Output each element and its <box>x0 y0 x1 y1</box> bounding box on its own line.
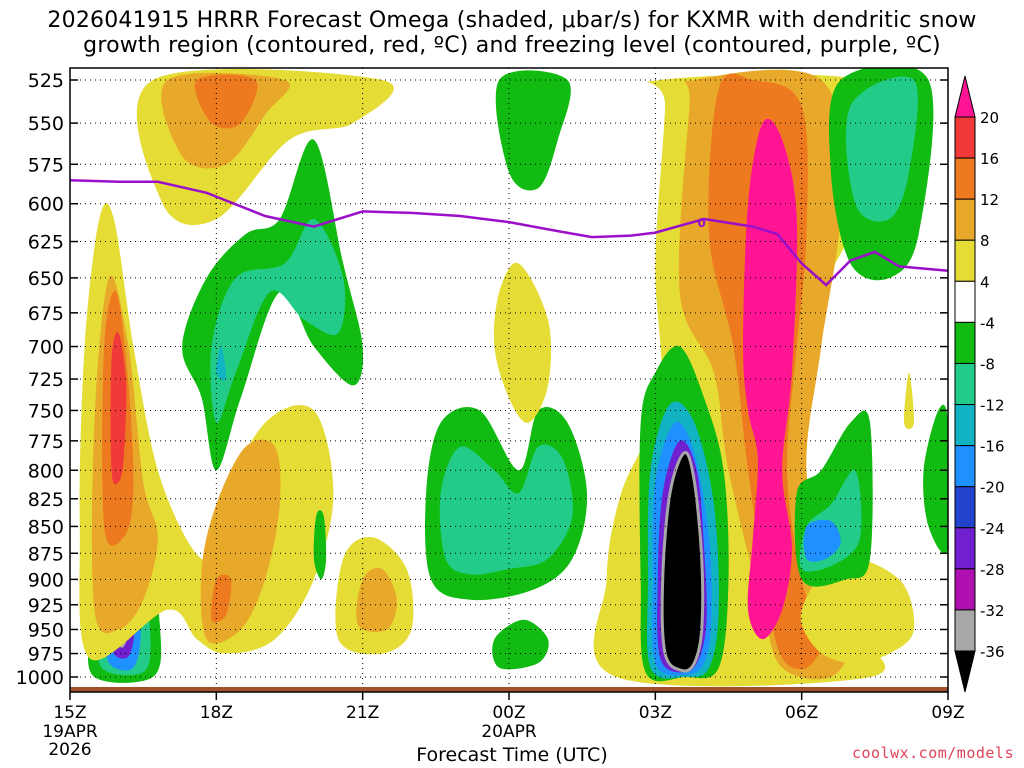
x-tick-label-15Z: 15Z <box>53 703 86 723</box>
x-tick-label-06Z: 06Z <box>785 703 818 723</box>
mid-level-upward-band-region <box>216 346 227 381</box>
y-tick-label-800: 800 <box>28 460 64 482</box>
small-green-cell-region <box>492 619 549 670</box>
x-tick-date-15Z: 19APR <box>42 722 98 742</box>
colorbar-label-2: 12 <box>980 191 999 209</box>
colorbar-segment-6 <box>954 321 976 364</box>
freezing-level-label: 0 <box>697 216 705 230</box>
colorbar-label-0: 20 <box>980 109 999 127</box>
y-tick-label-725: 725 <box>28 369 64 391</box>
x-tick-label-00Z: 00Z <box>492 703 525 723</box>
colorbar-segment-4 <box>954 239 976 282</box>
y-tick-label-650: 650 <box>28 268 64 290</box>
colorbar-bottom-arrow <box>954 650 976 693</box>
colorbar-label-4: 4 <box>980 273 990 291</box>
y-tick-label-575: 575 <box>28 154 64 176</box>
colorbar-label-10: -24 <box>980 520 1005 538</box>
late-upward-cell-region <box>803 519 841 562</box>
mid-level-sinking-band-region <box>211 574 232 623</box>
strong-upward-core-region <box>662 452 703 671</box>
y-tick-label-700: 700 <box>28 337 64 359</box>
y-tick-label-975: 975 <box>28 644 64 666</box>
y-tick-label-600: 600 <box>28 194 64 216</box>
late-evening-sinking-region <box>356 567 397 632</box>
colorbar-segment-5 <box>954 280 976 323</box>
x-tick-label-09Z: 09Z <box>931 703 964 723</box>
y-tick-label-675: 675 <box>28 303 64 325</box>
x-tick-year-15Z: 2026 <box>48 740 91 760</box>
colorbar-top-arrow <box>954 75 976 118</box>
y-tick-label-750: 750 <box>28 400 64 422</box>
colorbar-segment-10 <box>954 486 976 529</box>
colorbar-segment-2 <box>954 157 976 200</box>
colorbar-label-11: -28 <box>980 561 1005 579</box>
upper-left-sinking-region <box>194 74 258 129</box>
y-tick-label-850: 850 <box>28 516 64 538</box>
y-tick-label-775: 775 <box>28 431 64 453</box>
x-tick-label-21Z: 21Z <box>346 703 379 723</box>
mid-sinking-column-region <box>493 262 552 423</box>
colorbar-label-6: -8 <box>980 355 995 373</box>
colorbar-segment-7 <box>954 362 976 406</box>
ground-strip <box>70 687 948 692</box>
strong-upward-core-outline <box>660 451 705 673</box>
colorbar-segment-3 <box>954 198 976 241</box>
colorbar-label-12: -32 <box>980 602 1005 620</box>
mid-level-upward-band-region <box>210 218 346 424</box>
y-tick-label-550: 550 <box>28 113 64 135</box>
x-axis-title: Forecast Time (UTC) <box>416 744 608 766</box>
y-tick-label-525: 525 <box>28 70 64 92</box>
source-credit: coolwx.com/models <box>851 744 1014 762</box>
colorbar-label-8: -16 <box>980 438 1005 456</box>
colorbar-label-3: 8 <box>980 232 990 250</box>
small-sinking-region <box>903 372 915 429</box>
x-tick-label-03Z: 03Z <box>639 703 672 723</box>
freezing-level-line <box>69 179 949 287</box>
colorbar-segment-11 <box>954 527 976 570</box>
y-tick-label-925: 925 <box>28 595 64 617</box>
colorbar-label-1: 16 <box>980 150 999 168</box>
colorbar-segment-8 <box>954 404 976 447</box>
colorbar-label-5: -4 <box>980 314 995 332</box>
x-tick-date-00Z: 20APR <box>481 722 537 742</box>
colorbar-segment-13 <box>954 609 976 652</box>
y-tick-label-900: 900 <box>28 569 64 591</box>
chart-title-line-2: growth region (contoured, red, ºC) and f… <box>83 33 941 58</box>
omega-shading-layer <box>79 68 948 687</box>
y-tick-label-625: 625 <box>28 232 64 254</box>
upper-green-cell-region <box>495 70 571 191</box>
right-edge-upward-region <box>923 404 948 554</box>
small-green-cell-region <box>313 510 327 580</box>
evening-upward-cell-region <box>439 444 573 575</box>
early-sinking-column-region <box>110 332 127 485</box>
chart-title-line-1: 2026041915 HRRR Forecast Omega (shaded, … <box>47 8 977 33</box>
colorbar-label-9: -20 <box>980 479 1005 497</box>
colorbar-segment-9 <box>954 445 976 488</box>
colorbar-label-7: -12 <box>980 397 1005 415</box>
y-tick-label-825: 825 <box>28 489 64 511</box>
y-tick-label-875: 875 <box>28 543 64 565</box>
x-tick-label-18Z: 18Z <box>200 703 233 723</box>
upper-right-upward-region <box>845 76 918 222</box>
colorbar-segment-1 <box>954 116 976 159</box>
y-tick-label-950: 950 <box>28 619 64 641</box>
y-tick-label-1000: 1000 <box>16 667 64 689</box>
colorbar-label-13: -36 <box>980 643 1005 661</box>
colorbar-segment-12 <box>954 568 976 611</box>
